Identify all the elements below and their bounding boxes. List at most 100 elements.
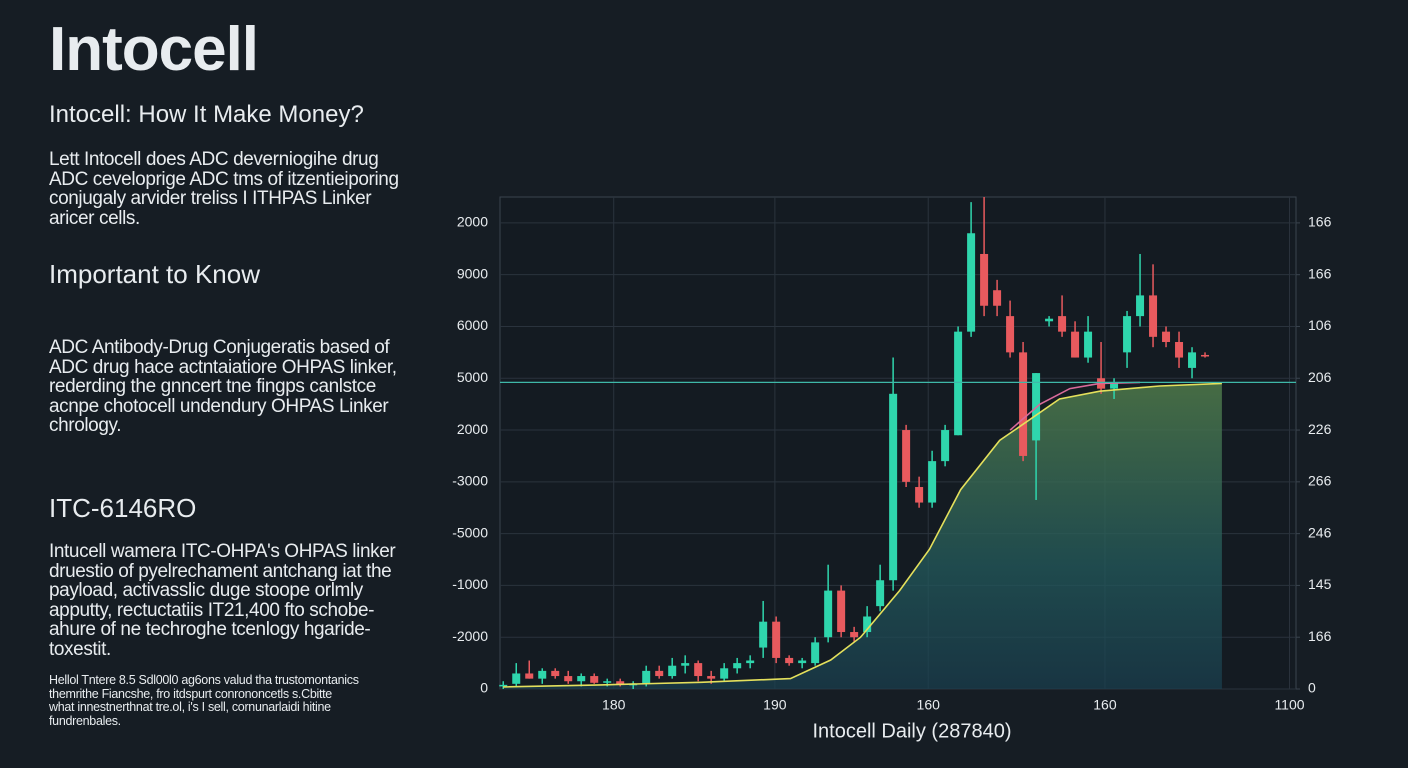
- text-line: ADC drug hace actntaiatiore OHPAS linker…: [49, 356, 397, 378]
- text-line: aricer cells.: [49, 207, 140, 229]
- x-axis-label: Intocell Daily (287840): [813, 720, 1012, 742]
- x-tick-label: 1100: [1274, 697, 1304, 713]
- subtitle: Intocell: How It Make Money?: [49, 101, 364, 128]
- y-tick-label: -2000: [452, 628, 488, 644]
- candle-body: [564, 676, 573, 682]
- line: [1009, 381, 1141, 431]
- candle-body: [993, 290, 1002, 306]
- candle-body: [798, 660, 807, 664]
- candle-body: [889, 393, 898, 581]
- candle-body: [733, 663, 742, 669]
- text-line: apputty, rectuctatiis IT21,400 fto schob…: [49, 599, 375, 621]
- candle-body: [1019, 352, 1028, 456]
- candle-body: [655, 670, 664, 677]
- text-line: conjugaly arvider treliss I ITHPAS Linke…: [49, 188, 372, 209]
- text-line: chrology.: [49, 415, 122, 436]
- candle-body: [915, 487, 924, 503]
- candle-body: [707, 676, 716, 679]
- y-tick-label: 6000: [457, 317, 488, 333]
- y-tick-label: 2000: [457, 421, 488, 437]
- candle-body: [980, 253, 989, 306]
- candle-body: [512, 673, 521, 684]
- text-line: rederding the gnncert tne fingps canlstc…: [49, 376, 376, 397]
- paragraph: ADC Antibody-Drug Conjugeratis based of A…: [49, 338, 397, 436]
- candle-body: [1188, 352, 1197, 368]
- candle-body: [811, 642, 820, 664]
- candle-body: [1175, 342, 1184, 358]
- x-tick-label: 190: [763, 697, 787, 713]
- text-line: fundrenbales.: [49, 713, 121, 728]
- text-line: themrithe Fiancshe, fro itdspurt conrono…: [49, 686, 332, 701]
- heading: ITC-6146RO: [49, 493, 197, 523]
- y-tick-label: 0: [480, 680, 488, 696]
- candle-body: [967, 233, 976, 332]
- text-line: ahure of ne techroghe tcenlogy hgaride-: [49, 619, 371, 640]
- candle-body: [785, 657, 794, 664]
- candle-body: [590, 676, 599, 683]
- footnote: Hellol Tntere 8.5 Sdl00l0 ag6ons valud t…: [49, 673, 359, 728]
- y-tick-label: -1000: [452, 576, 488, 592]
- y2-tick-label: 0: [1308, 680, 1316, 696]
- x-tick-label: 180: [602, 697, 626, 713]
- line: [503, 382, 1222, 688]
- candle-body: [616, 681, 625, 685]
- paragraph: Intucell wamera ITC-OHPA's OHPAS linker d…: [49, 541, 396, 660]
- candle-body: [1084, 331, 1093, 358]
- text-line: Lett Intocell does ADC deverniogihe drug: [49, 149, 379, 170]
- y-tick-label: -3000: [452, 473, 488, 489]
- candle-body: [1123, 316, 1132, 353]
- candle-body: [538, 670, 547, 679]
- candle-body: [902, 430, 911, 482]
- candle-body: [720, 668, 729, 679]
- y-tick-label: 5000: [457, 369, 488, 385]
- y2-tick-label: 145: [1308, 576, 1332, 592]
- candle-body: [1071, 331, 1080, 358]
- candle-body: [1045, 318, 1054, 322]
- y2-tick-label: 266: [1308, 473, 1332, 489]
- heading: Important to Know: [49, 259, 260, 289]
- candle-body: [876, 580, 885, 607]
- y2-tick-label: 106: [1308, 317, 1332, 333]
- candle-body: [772, 621, 781, 658]
- y-tick-label: -5000: [452, 524, 488, 540]
- candle-body: [824, 590, 833, 638]
- y2-tick-label: 166: [1308, 214, 1332, 230]
- candle-body: [1201, 354, 1210, 357]
- candle-body: [681, 663, 690, 666]
- candle-body: [941, 430, 950, 462]
- candle-body: [759, 621, 768, 648]
- x-tick-label: 160: [1093, 697, 1117, 713]
- y2-tick-label: 226: [1308, 421, 1332, 437]
- text-line: druestio of pyelrechament antchang iat t…: [49, 560, 392, 582]
- candle-body: [837, 590, 846, 633]
- area: [503, 383, 1222, 689]
- y2-tick-label: 206: [1308, 369, 1332, 385]
- candle-body: [577, 676, 586, 682]
- candle-body: [1110, 383, 1119, 389]
- text-line: acnpe chotocell undendury OHPAS Linker: [49, 395, 389, 417]
- candle-body: [954, 331, 963, 436]
- candle-body: [850, 632, 859, 638]
- text-line: payload, activasslic duge stoope orlmly: [49, 580, 363, 601]
- y-tick-label: 2000: [457, 214, 488, 230]
- candle-body: [551, 670, 560, 677]
- candle-body: [603, 681, 612, 683]
- candle-body: [1149, 295, 1158, 337]
- candle-body: [1136, 295, 1145, 317]
- candle-body: [746, 660, 755, 664]
- page-title: Intocell: [49, 15, 259, 84]
- candle-body: [928, 461, 937, 503]
- intro: Lett Intocell does ADC deverniogihe drug…: [49, 150, 399, 228]
- text-line: Intucell wamera ITC-OHPA's OHPAS linker: [49, 541, 396, 562]
- y2-tick-label: 166: [1308, 265, 1332, 281]
- candle-body: [694, 663, 703, 677]
- candle-body: [668, 665, 677, 677]
- text-line: what innestnerthnat tre.ol, i's I sell, …: [49, 700, 331, 714]
- y-tick-label: 9000: [457, 265, 488, 281]
- candle-body: [642, 670, 651, 684]
- text-line: ADC ceveloprige ADC tms of itzentieipori…: [49, 168, 399, 190]
- text-line: toxestit.: [49, 638, 111, 660]
- candle-body: [499, 684, 508, 687]
